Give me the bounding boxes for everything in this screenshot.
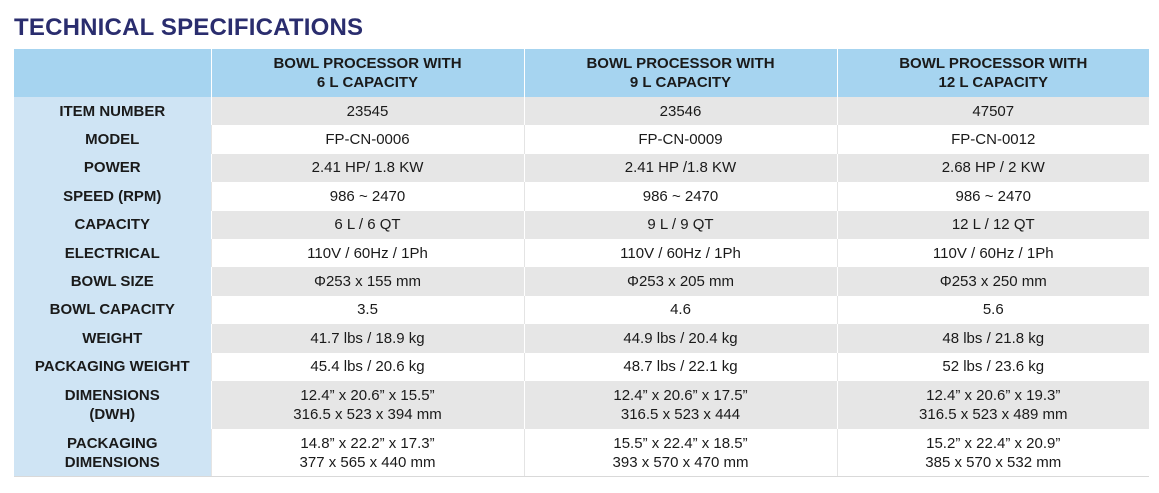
cell-value: 9 L / 9 QT (523, 210, 837, 239)
row-label-line2: DIMENSIONS (64, 453, 160, 471)
header-corner-cell (14, 49, 211, 97)
cell-value: 3.5 (210, 295, 524, 325)
cell-value: 5.6 (836, 295, 1149, 325)
cell-line-metric: 316.5 x 523 x 394 mm (293, 405, 442, 423)
column-header-12l: BOWL PROCESSOR WITH 12 L CAPACITY (836, 49, 1149, 97)
cell-value: 4.6 (523, 295, 837, 325)
cell-value: 15.2” x 22.4” x 20.9” 385 x 570 x 532 mm (836, 428, 1149, 478)
table-header-row: BOWL PROCESSOR WITH 6 L CAPACITY BOWL PR… (14, 49, 1149, 97)
cell-line-metric: 316.5 x 523 x 444 (620, 405, 741, 423)
column-header-line2: 9 L CAPACITY (629, 74, 732, 91)
cell-value: 12.4” x 20.6” x 19.3” 316.5 x 523 x 489 … (836, 380, 1149, 429)
cell-value: 2.41 HP /1.8 KW (523, 153, 837, 183)
cell-value: 45.4 lbs / 20.6 kg (210, 352, 524, 381)
cell-value: 986 ~ 2470 (523, 182, 837, 211)
row-weight: WEIGHT 41.7 lbs / 18.9 kg 44.9 lbs / 20.… (14, 324, 1149, 353)
cell-value: 6 L / 6 QT (210, 210, 524, 239)
row-capacity: CAPACITY 6 L / 6 QT 9 L / 9 QT 12 L / 12… (14, 210, 1149, 239)
cell-value: 2.68 HP / 2 KW (836, 153, 1149, 183)
cell-line-metric: 393 x 570 x 470 mm (612, 453, 749, 471)
row-speed: SPEED (RPM) 986 ~ 2470 986 ~ 2470 986 ~ … (14, 182, 1149, 211)
row-label-line1: DIMENSIONS (64, 386, 160, 404)
column-header-line1: BOWL PROCESSOR WITH (586, 55, 775, 72)
cell-line-imperial: 15.5” x 22.4” x 18.5” (613, 434, 748, 452)
column-header-line2: 12 L CAPACITY (938, 74, 1048, 91)
cell-line-imperial: 12.4” x 20.6” x 19.3” (926, 386, 1061, 404)
cell-line-imperial: 14.8” x 22.2” x 17.3” (300, 434, 435, 452)
cell-value: 23546 (523, 97, 837, 126)
row-label: DIMENSIONS (DWH) (14, 380, 211, 429)
cell-value: 15.5” x 22.4” x 18.5” 393 x 570 x 470 mm (523, 428, 837, 478)
cell-value: FP-CN-0012 (836, 125, 1149, 154)
cell-value: 47507 (836, 97, 1149, 126)
row-label: WEIGHT (14, 324, 211, 353)
row-label: SPEED (RPM) (14, 182, 211, 211)
cell-line-metric: 377 x 565 x 440 mm (299, 453, 436, 471)
row-power: POWER 2.41 HP/ 1.8 KW 2.41 HP /1.8 KW 2.… (14, 153, 1149, 183)
cell-value: 23545 (210, 97, 524, 126)
cell-value: 12.4” x 20.6” x 17.5” 316.5 x 523 x 444 (523, 380, 837, 429)
cell-value: Φ253 x 205 mm (523, 267, 837, 296)
row-packaging-dimensions: PACKAGING DIMENSIONS 14.8” x 22.2” x 17.… (14, 428, 1149, 478)
page-title: TECHNICAL SPECIFICATIONS (14, 14, 364, 41)
cell-value: FP-CN-0006 (210, 125, 524, 154)
cell-value: 52 lbs / 23.6 kg (836, 352, 1149, 381)
cell-value: 12 L / 12 QT (836, 210, 1149, 239)
row-label-line2: (DWH) (89, 405, 136, 423)
column-header-line1: BOWL PROCESSOR WITH (273, 55, 462, 72)
column-header-line2: 6 L CAPACITY (316, 74, 419, 91)
cell-value: 44.9 lbs / 20.4 kg (523, 324, 837, 353)
row-label: ITEM NUMBER (14, 97, 211, 126)
row-packaging-weight: PACKAGING WEIGHT 45.4 lbs / 20.6 kg 48.7… (14, 352, 1149, 381)
row-bowl-capacity: BOWL CAPACITY 3.5 4.6 5.6 (14, 295, 1149, 325)
row-label-line1: PACKAGING (66, 434, 158, 452)
row-label: MODEL (14, 125, 211, 154)
cell-value: 986 ~ 2470 (836, 182, 1149, 211)
row-label: BOWL CAPACITY (14, 295, 211, 325)
cell-value: 110V / 60Hz / 1Ph (836, 238, 1149, 268)
cell-value: 48.7 lbs / 22.1 kg (523, 352, 837, 381)
row-item-number: ITEM NUMBER 23545 23546 47507 (14, 97, 1149, 126)
row-model: MODEL FP-CN-0006 FP-CN-0009 FP-CN-0012 (14, 125, 1149, 154)
cell-value: 41.7 lbs / 18.9 kg (210, 324, 524, 353)
cell-value: 14.8” x 22.2” x 17.3” 377 x 565 x 440 mm (210, 428, 524, 478)
cell-value: 110V / 60Hz / 1Ph (523, 238, 837, 268)
cell-value: Φ253 x 155 mm (210, 267, 524, 296)
row-label: PACKAGING WEIGHT (14, 352, 211, 381)
cell-value: FP-CN-0009 (523, 125, 837, 154)
cell-value: 110V / 60Hz / 1Ph (210, 238, 524, 268)
column-header-9l: BOWL PROCESSOR WITH 9 L CAPACITY (523, 49, 837, 97)
row-label: ELECTRICAL (14, 238, 211, 268)
row-label: CAPACITY (14, 210, 211, 239)
cell-value: 986 ~ 2470 (210, 182, 524, 211)
cell-value: Φ253 x 250 mm (836, 267, 1149, 296)
row-bowl-size: BOWL SIZE Φ253 x 155 mm Φ253 x 205 mm Φ2… (14, 267, 1149, 296)
cell-value: 48 lbs / 21.8 kg (836, 324, 1149, 353)
column-header-line1: BOWL PROCESSOR WITH (899, 55, 1088, 72)
row-label: BOWL SIZE (14, 267, 211, 296)
row-label: POWER (14, 153, 211, 183)
specifications-table: BOWL PROCESSOR WITH 6 L CAPACITY BOWL PR… (14, 49, 1149, 478)
row-dimensions: DIMENSIONS (DWH) 12.4” x 20.6” x 15.5” 3… (14, 380, 1149, 429)
row-label: PACKAGING DIMENSIONS (14, 428, 211, 478)
cell-line-imperial: 15.2” x 22.4” x 20.9” (926, 434, 1061, 452)
cell-value: 2.41 HP/ 1.8 KW (210, 153, 524, 183)
cell-line-metric: 316.5 x 523 x 489 mm (919, 405, 1068, 423)
cell-line-metric: 385 x 570 x 532 mm (925, 453, 1062, 471)
column-header-6l: BOWL PROCESSOR WITH 6 L CAPACITY (210, 49, 524, 97)
cell-line-imperial: 12.4” x 20.6” x 17.5” (613, 386, 748, 404)
row-electrical: ELECTRICAL 110V / 60Hz / 1Ph 110V / 60Hz… (14, 238, 1149, 268)
cell-value: 12.4” x 20.6” x 15.5” 316.5 x 523 x 394 … (210, 380, 524, 429)
cell-line-imperial: 12.4” x 20.6” x 15.5” (300, 386, 435, 404)
